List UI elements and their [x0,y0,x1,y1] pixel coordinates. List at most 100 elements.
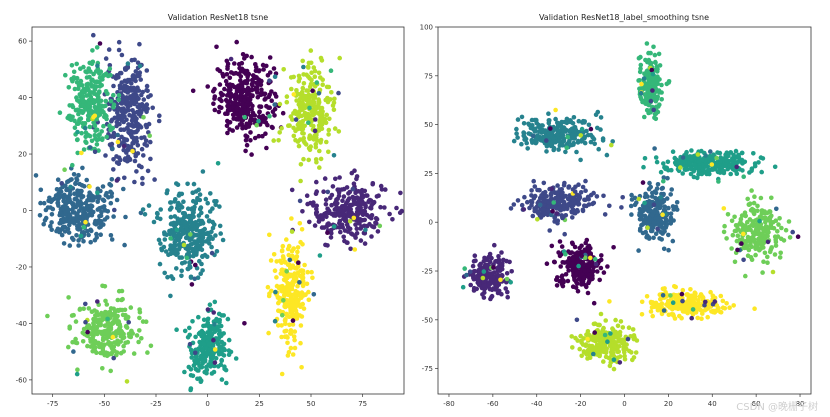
scatter-point [655,66,660,72]
scatter-point [115,110,120,115]
scatter-point [630,327,636,332]
scatter-point [570,121,576,126]
scatter-point [213,356,219,361]
scatter-point [133,78,138,84]
scatter-point [119,134,124,140]
scatter-point [668,218,673,224]
scatter-point [647,180,652,186]
scatter-point [695,175,700,181]
scatter-point [144,68,150,73]
scatter-point [120,312,126,318]
scatter-point [354,226,360,231]
scatter-point [121,335,127,340]
scatter-point [95,190,100,195]
scatter-point [297,280,302,285]
scatter-point [653,155,659,160]
scatter-point [587,278,592,284]
scatter-point [210,206,215,211]
scatter-point [122,307,128,313]
scatter-point [486,282,492,288]
scatter-point [651,220,656,225]
scatter-point [752,237,757,243]
scatter-point [185,181,190,187]
scatter-point [563,251,568,257]
scatter-point [80,165,85,171]
scatter-point [114,350,120,355]
scatter-point [250,93,255,98]
scatter-point [76,111,81,117]
scatter-point [597,322,602,328]
scatter-point [224,58,230,64]
scatter-point [75,191,81,196]
scatter-point [111,83,116,89]
scatter-point [337,55,343,61]
scatter-point [326,132,331,137]
scatter-point [200,235,206,240]
scatter-point [74,177,80,183]
scatter-point [81,326,87,332]
scatter-point [316,91,322,96]
scatter-point [331,224,337,229]
scatter-point [103,298,108,304]
scatter-point [561,128,566,134]
scatter-point [178,232,184,238]
scatter-point [254,87,260,92]
scatter-point [736,154,741,159]
scatter-point [88,203,94,208]
scatter-point [100,136,105,141]
scatter-point [121,186,126,192]
scatter-point [232,84,237,90]
scatter-point [376,193,381,198]
scatter-point [105,91,110,96]
scatter-point [156,237,162,243]
scatter-point [187,260,192,265]
scatter-point [307,105,312,111]
scatter-point [572,189,578,194]
scatter-point [71,349,76,354]
scatter-point [198,379,204,385]
scatter-point [515,135,520,140]
scatter-point [715,150,720,155]
scatter-point [682,167,688,172]
scatter-point [578,157,583,163]
scatter-point [601,270,607,275]
scatter-point [114,160,120,165]
scatter-point [761,259,766,265]
scatter-point [81,147,87,152]
scatter-point [191,363,197,368]
scatter-point [736,158,742,164]
scatter-point [162,237,168,242]
scatter-point [551,200,556,205]
scatter-point [145,168,151,174]
scatter-point [650,81,656,86]
y-tick-label: -60 [16,376,27,384]
scatter-point [99,209,104,215]
scatter-point [765,239,771,245]
scatter-point [291,74,297,80]
scatter-point [143,122,149,128]
scatter-point [695,152,701,157]
scatter-point [284,99,290,105]
scatter-point [291,246,296,252]
scatter-point [557,279,562,284]
scatter-point [751,151,756,156]
scatter-point [112,207,117,213]
scatter-point [131,140,136,146]
scatter-point [182,223,187,229]
scatter-point [633,350,639,355]
scatter-point [593,337,599,342]
scatter-point [215,67,220,72]
scatter-point [306,297,312,303]
scatter-point [301,64,306,70]
scatter-point [244,68,250,74]
scatter-point [270,125,275,131]
scatter-point [57,187,63,192]
scatter-point [139,336,144,341]
scatter-point [661,178,666,184]
scatter-point [141,115,146,120]
scatter-point [193,262,198,268]
scatter-point [191,214,196,220]
scatter-point [54,187,60,192]
scatter-point [324,139,329,145]
scatter-point [329,90,334,95]
